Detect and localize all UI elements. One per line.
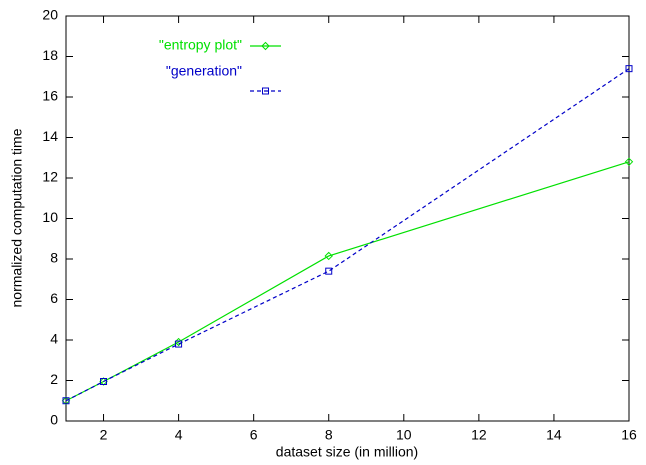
- y-tick-label: 14: [42, 128, 58, 144]
- y-axis-label: normalized computation time: [9, 128, 25, 307]
- y-tick-label: 4: [50, 331, 58, 347]
- x-tick-label: 10: [396, 427, 412, 443]
- y-tick-label: 2: [50, 371, 58, 387]
- x-tick-label: 6: [250, 427, 258, 443]
- x-tick-label: 12: [471, 427, 487, 443]
- x-tick-label: 4: [175, 427, 183, 443]
- y-tick-label: 10: [42, 209, 58, 225]
- series-line: [65, 68, 630, 402]
- marker: [324, 251, 333, 261]
- y-tick-label: 8: [50, 250, 58, 266]
- marker: [624, 157, 634, 167]
- marker: [175, 340, 183, 348]
- y-tick-label: 18: [42, 47, 58, 63]
- marker: [262, 87, 269, 95]
- x-axis-label: dataset size (in million): [276, 444, 418, 460]
- marker: [62, 397, 70, 405]
- marker: [261, 41, 270, 51]
- plot-frame: [65, 15, 630, 422]
- x-tick-label: 8: [325, 427, 333, 443]
- y-tick-label: 16: [42, 88, 58, 104]
- x-tick-label: 14: [546, 427, 562, 443]
- y-tick-label: 20: [42, 7, 58, 23]
- y-tick-label: 12: [42, 169, 58, 185]
- marker: [100, 378, 108, 386]
- legend-label: "generation": [166, 63, 242, 79]
- y-tick-label: 0: [50, 412, 58, 428]
- x-tick-label: 16: [621, 427, 637, 443]
- marker: [325, 267, 333, 275]
- x-tick-label: 2: [100, 427, 108, 443]
- marker: [625, 65, 633, 73]
- series-line: [65, 161, 630, 402]
- legend-label: "entropy plot": [159, 37, 242, 53]
- y-tick-label: 6: [50, 290, 58, 306]
